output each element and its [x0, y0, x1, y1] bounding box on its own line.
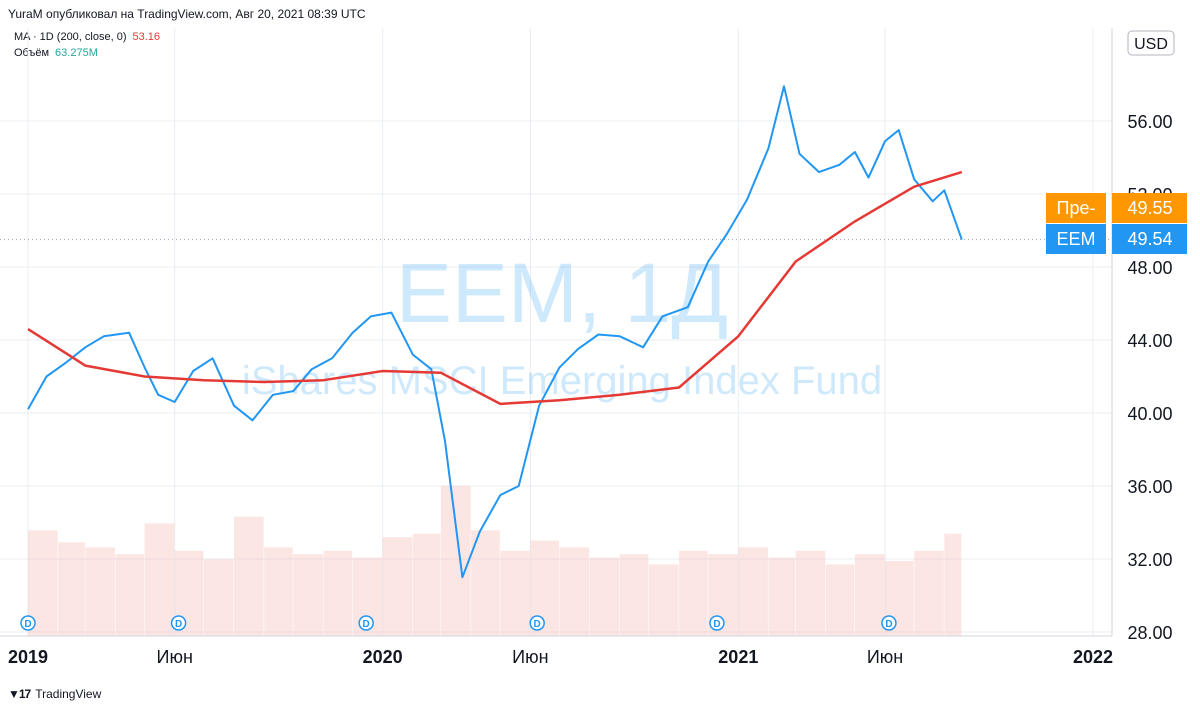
volume-bar	[471, 530, 500, 636]
price-tick-label: 56.00	[1127, 112, 1172, 132]
dividend-marker-icon	[709, 615, 725, 631]
dividend-marker-label: D	[363, 619, 370, 630]
volume-bar	[914, 550, 944, 636]
time-tick-label: 2020	[363, 647, 403, 667]
volume-bar	[234, 516, 264, 636]
volume-bar	[559, 547, 590, 636]
volume-bar	[58, 542, 85, 636]
volume-bars	[28, 486, 962, 636]
dividend-marker: D	[20, 615, 36, 631]
tradingview-icon: ▼17	[8, 687, 31, 701]
dividend-marker-label: D	[885, 619, 892, 630]
price-tag-label-box	[1046, 224, 1106, 254]
dividend-marker: D	[170, 615, 187, 631]
price-tick-label: 32.00	[1127, 550, 1172, 570]
volume-bar	[854, 554, 885, 636]
time-axis[interactable]: 2019 Июн 2020 Июн 2021 Июн 2022	[8, 647, 1113, 667]
volume-bar	[738, 547, 768, 636]
time-tick-label: 2021	[718, 647, 758, 667]
volume-bar	[382, 537, 413, 636]
dividend-marker-label: D	[713, 619, 720, 630]
price-tag-label: EEM	[1056, 229, 1095, 249]
currency-button[interactable]: USD	[1127, 30, 1175, 56]
price-tag-value: 49.54	[1127, 229, 1172, 249]
chart-grid	[0, 28, 1112, 636]
volume-legend-value: 63.275M	[55, 47, 98, 59]
price-tick-label: 36.00	[1127, 477, 1172, 497]
volume-bar	[679, 550, 708, 636]
price-line	[27, 85, 963, 579]
price-tags: Пре- 49.55 EEM 49.54	[1046, 193, 1187, 254]
moving-average-line	[27, 170, 963, 406]
price-tick-label: 40.00	[1127, 404, 1172, 424]
volume-bar	[440, 486, 471, 636]
price-tick-label: 44.00	[1127, 331, 1172, 351]
ma-legend[interactable]: MA · 1D (200, close, 0) 53.16	[14, 31, 160, 43]
dividend-marker: D	[358, 615, 374, 631]
dividend-marker-icon	[881, 615, 897, 631]
watermark-symbol: EEM, 1Д	[396, 246, 728, 340]
volume-bar	[589, 557, 620, 636]
volume-bar	[795, 550, 826, 636]
dividend-marker: D	[881, 615, 897, 631]
time-tick-label: Июн	[512, 647, 548, 667]
volume-bar	[648, 564, 679, 636]
dividend-marker-label: D	[175, 619, 182, 630]
volume-bar	[619, 554, 649, 636]
series-layer	[27, 85, 963, 579]
volume-bar	[85, 547, 115, 636]
volume-bar	[768, 557, 796, 636]
price-tag-label: Пре-	[1057, 198, 1096, 218]
time-tick-label: 2022	[1073, 647, 1113, 667]
watermark: EEM, 1Д iShares MSCI Emerging Index Fund	[242, 246, 882, 403]
volume-bar	[825, 564, 855, 636]
volume-legend[interactable]: Объём 63.275M	[14, 47, 98, 59]
volume-bar	[500, 550, 530, 636]
price-tag-value-box	[1112, 193, 1187, 223]
volume-bar	[203, 559, 234, 636]
dividend-marker-icon	[358, 615, 374, 631]
price-tag-value-box	[1112, 224, 1187, 254]
volume-bar	[323, 550, 353, 636]
dividend-marker-label: D	[24, 619, 31, 630]
dividend-marker-icon	[20, 615, 36, 631]
dividend-marker: D	[709, 615, 725, 631]
volume-bar	[264, 547, 293, 636]
tradingview-brand: TradingView	[35, 687, 102, 701]
ma-legend-value: 53.16	[132, 31, 161, 43]
price-tag-value: 49.55	[1127, 198, 1172, 218]
volume-bar	[115, 554, 145, 636]
volume-bar	[944, 533, 962, 636]
price-tick-label: 48.00	[1127, 258, 1172, 278]
dividend-marker-icon	[170, 615, 187, 631]
price-tag: EEM 49.54	[1046, 224, 1187, 254]
time-tick-label: Июн	[867, 647, 903, 667]
publication-caption: YuraM опубликовал на TradingView.com, Ав…	[8, 7, 366, 21]
volume-bar	[412, 533, 441, 636]
price-tick-label: 28.00	[1127, 623, 1172, 643]
dividend-marker-label: D	[534, 619, 541, 630]
price-tag: Пре- 49.55	[1046, 193, 1187, 223]
volume-bar	[144, 523, 175, 636]
volume-bar	[293, 554, 323, 636]
dividend-marker-icon	[529, 615, 545, 631]
price-tag-label-box	[1046, 193, 1106, 223]
time-tick-label: Июн	[157, 647, 193, 667]
time-tick-label: 2019	[8, 647, 48, 667]
currency-label: USD	[1134, 36, 1168, 53]
dividend-marker: D	[529, 615, 545, 631]
ma-legend-label: MA · 1D (200, close, 0)	[14, 31, 127, 43]
volume-legend-label: Объём	[14, 47, 50, 59]
tradingview-logo[interactable]: ▼17 TradingView	[8, 687, 101, 701]
